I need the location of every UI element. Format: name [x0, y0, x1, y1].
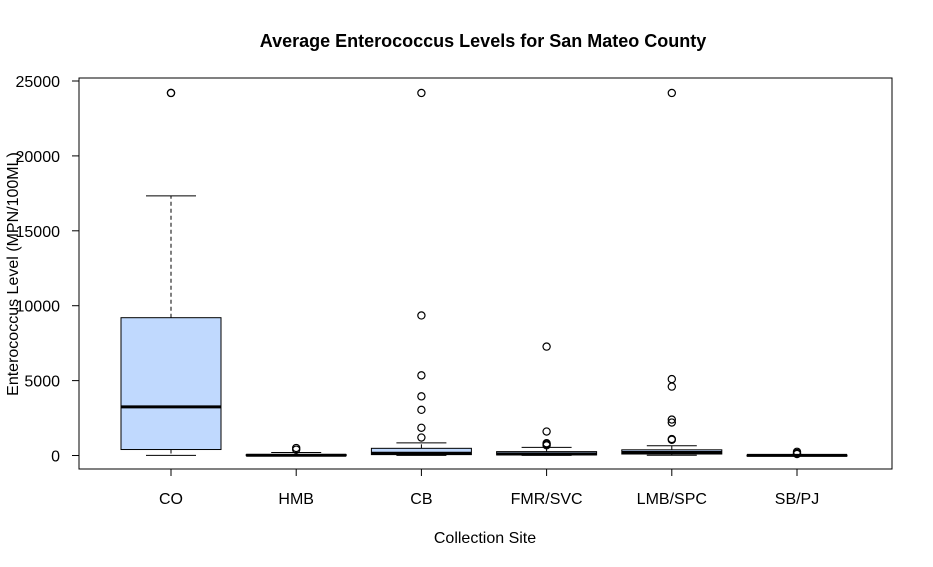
box-lmb-spc	[621, 88, 723, 456]
box-sb-pj	[746, 447, 848, 459]
y-tick-label: 15000	[16, 224, 61, 241]
y-tick-label: 25000	[16, 74, 61, 91]
x-axis: CO HMB CB FMR/SVC LMB/SPC SB/PJ	[159, 469, 819, 508]
outlier-point	[417, 433, 426, 442]
boxes-group	[120, 88, 848, 459]
outlier-point	[292, 443, 301, 453]
outlier-point	[417, 423, 426, 433]
outlier-point	[792, 447, 802, 456]
y-tick-label: 10000	[16, 299, 61, 316]
x-axis-label: Collection Site	[434, 530, 536, 547]
box-fmr-svc	[496, 342, 598, 456]
outlier-point	[417, 405, 426, 415]
x-tick-label: LMB/SPC	[637, 491, 707, 508]
outlier-point	[542, 439, 551, 448]
box-cb	[370, 88, 472, 456]
outlier-point	[667, 382, 677, 391]
chart-title: Average Enterococcus Levels for San Mate…	[260, 31, 706, 51]
outlier-point	[667, 418, 677, 427]
iqr-box	[120, 317, 222, 451]
outlier-point	[417, 311, 426, 320]
outlier-point	[417, 371, 426, 380]
x-tick-label: SB/PJ	[775, 491, 819, 508]
y-tick-label: 5000	[24, 374, 60, 391]
x-tick-label: FMR/SVC	[511, 491, 583, 508]
y-tick-label: 0	[51, 449, 60, 466]
x-tick-label: HMB	[278, 491, 314, 508]
outlier-point	[417, 88, 426, 98]
outlier-point	[667, 415, 677, 424]
outlier-point	[667, 374, 677, 384]
outlier-point	[166, 88, 176, 98]
outlier-point	[417, 392, 426, 401]
box-co	[120, 88, 222, 456]
outlier-point	[667, 88, 677, 98]
outlier-point	[542, 342, 551, 351]
box-hmb	[245, 443, 347, 457]
y-axis: 0 5000 10000 15000 20000 25000	[16, 74, 80, 466]
x-tick-label: CO	[159, 491, 183, 508]
outlier-point	[542, 427, 551, 436]
x-tick-label: CB	[410, 491, 432, 508]
outlier-point	[667, 434, 677, 444]
y-axis-label: Enterococcus Level (MPN/100ML)	[5, 152, 22, 396]
y-tick-label: 20000	[16, 149, 61, 166]
